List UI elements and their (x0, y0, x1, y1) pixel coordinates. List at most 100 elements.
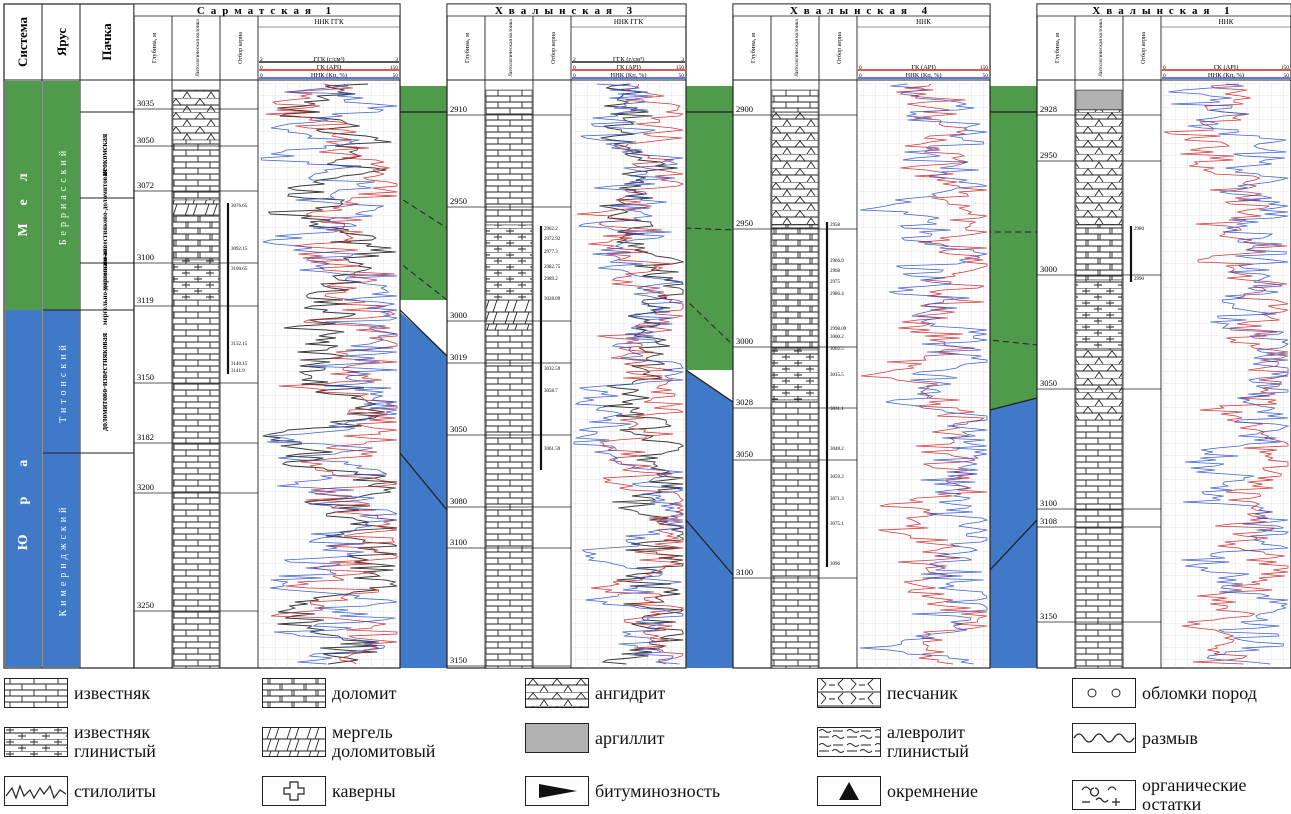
curve-max: 3 (681, 57, 684, 63)
index-columns: Система Ярус Пачка Мел Юра Берриасский Т… (3, 3, 135, 669)
header-depth: Глубина, м (151, 33, 158, 63)
core-note: 3096 (830, 562, 841, 567)
core-note: 3031.1 (830, 407, 844, 412)
curve-max: 50 (679, 73, 685, 79)
legend-label: мергель доломитовый (332, 722, 436, 761)
depth-label: 3019 (450, 352, 467, 362)
depth-label: 3119 (137, 295, 154, 305)
lith-interval (771, 111, 819, 226)
curve-label: ГК (API) (1214, 64, 1239, 71)
curve-min: 2 (260, 57, 263, 63)
depth-label: 2950 (736, 218, 753, 228)
log-curve (859, 83, 989, 665)
legend-label: окремнение (887, 780, 979, 801)
depth-label: 3200 (137, 482, 154, 492)
core-note: 3061.59 (544, 447, 561, 452)
core-note: 3141.9 (231, 369, 245, 374)
stage-kimmeridge-band (43, 453, 80, 667)
depth-label: 3250 (137, 600, 154, 610)
header-core: Отбор керна (550, 32, 557, 64)
lith-interval (1075, 419, 1123, 669)
curve-min: 0 (859, 73, 862, 79)
header-system: Система (15, 16, 30, 67)
lith-interval (172, 214, 220, 261)
legend-item-bitumen: битуминозность (525, 776, 720, 806)
log-curve (262, 83, 398, 665)
depth-label: 3080 (450, 496, 467, 506)
curve-label: ГГК (г/см³) (313, 56, 344, 63)
core-note: 3058.7 (544, 389, 558, 394)
core-note: 3076.65 (231, 204, 248, 209)
clasts-icon (1072, 678, 1136, 708)
fossils-icon (1072, 780, 1136, 810)
legend-item-fossils: органические остатки (1072, 776, 1246, 814)
legend-label: каверны (332, 780, 396, 801)
log-header: ННК ГГК (614, 18, 644, 26)
legend-label: стилолиты (74, 780, 156, 801)
curve-min: 0 (260, 65, 263, 71)
header-core: Отбор керна (1140, 32, 1147, 64)
stage-berrias-band (43, 81, 80, 310)
log-curve (260, 83, 398, 665)
curve-max: 150 (390, 65, 399, 71)
core-note: 3002.5 (830, 347, 844, 352)
header-stage: Ярус (54, 28, 69, 57)
well-title: Хвалынская 1 (1092, 5, 1235, 17)
depth-label: 3035 (137, 98, 154, 108)
legend-label: алевролит глинистый (887, 722, 969, 761)
log-curve (1168, 83, 1290, 665)
core-note: 3000.2 (830, 335, 844, 340)
header-pack: Пачка (99, 23, 114, 61)
depth-label: 3000 (1040, 264, 1057, 274)
core-note: 3059.2 (830, 475, 844, 480)
legend-item-silicification: окремнение (817, 776, 978, 806)
depth-label: 3182 (137, 432, 154, 442)
depth-label: 3050 (137, 135, 154, 145)
lith-interval (771, 399, 819, 669)
header-litho: Литологическая колонка (1098, 19, 1104, 77)
system-cretaceous-band (5, 81, 42, 310)
legend-label: ангидрит (595, 682, 666, 703)
header-litho: Литологическая колонка (508, 19, 514, 77)
core-note: 3075.1 (830, 522, 844, 527)
core-note: 2966.9 (830, 259, 844, 264)
depth-label: 3050 (736, 449, 753, 459)
legend-item-clay-limestone: известняк глинистый (4, 723, 156, 761)
core-note: 2977.3 (544, 250, 558, 255)
legend-item-stylolites: стилолиты (4, 776, 156, 806)
well-2: Хвалынская 3 Глубина, м Литологическая кол… (446, 3, 687, 669)
system-cretaceous-label: Мел (16, 155, 31, 236)
curve-label: ГК (API) (317, 64, 342, 71)
core-note: 3032.59 (544, 367, 561, 372)
depth-label: 2910 (450, 104, 467, 114)
legend-item-argillite: аргиллит (525, 723, 664, 753)
lith-interval (1075, 224, 1123, 281)
core-note: 2998.09 (830, 327, 847, 332)
curve-min: 0 (1163, 73, 1166, 79)
well-title: Хвалынская 4 (790, 5, 933, 17)
core-note: 3028.09 (544, 297, 561, 302)
depth-label: 3100 (450, 537, 467, 547)
lith-interval (771, 89, 819, 113)
system-jurassic-label: Юра (16, 430, 31, 551)
legend-label: аргиллит (595, 727, 665, 748)
header-depth: Глубина, м (1054, 33, 1061, 63)
curve-label: ННК (Кп, %) (311, 72, 347, 79)
lith-interval (771, 349, 819, 401)
legend: известняк доломит ангидрит песчаник обломки … (0, 670, 1291, 814)
curve-label: ННК (Кп, %) (905, 72, 941, 79)
depth-label: 3100 (137, 252, 154, 262)
log-curve (576, 83, 685, 665)
legend-item-siltstone: алевролит глинистый (817, 723, 969, 761)
depth-label: 3108 (1040, 516, 1057, 526)
curve-min: 0 (573, 73, 576, 79)
lith-interval (485, 299, 533, 331)
core-note: 3140.15 (231, 362, 248, 367)
siltstone-icon (817, 727, 881, 757)
legend-item-clasts: обломки пород (1072, 678, 1257, 708)
curve-max: 150 (676, 65, 685, 71)
curve-label: ГК (API) (616, 64, 641, 71)
well-4: Хвалынская 1 Глубина, м Литологическая кол… (1036, 3, 1291, 669)
legend-item-erosion: размыв (1072, 723, 1198, 753)
well-title: Сарматская 1 (197, 5, 337, 17)
